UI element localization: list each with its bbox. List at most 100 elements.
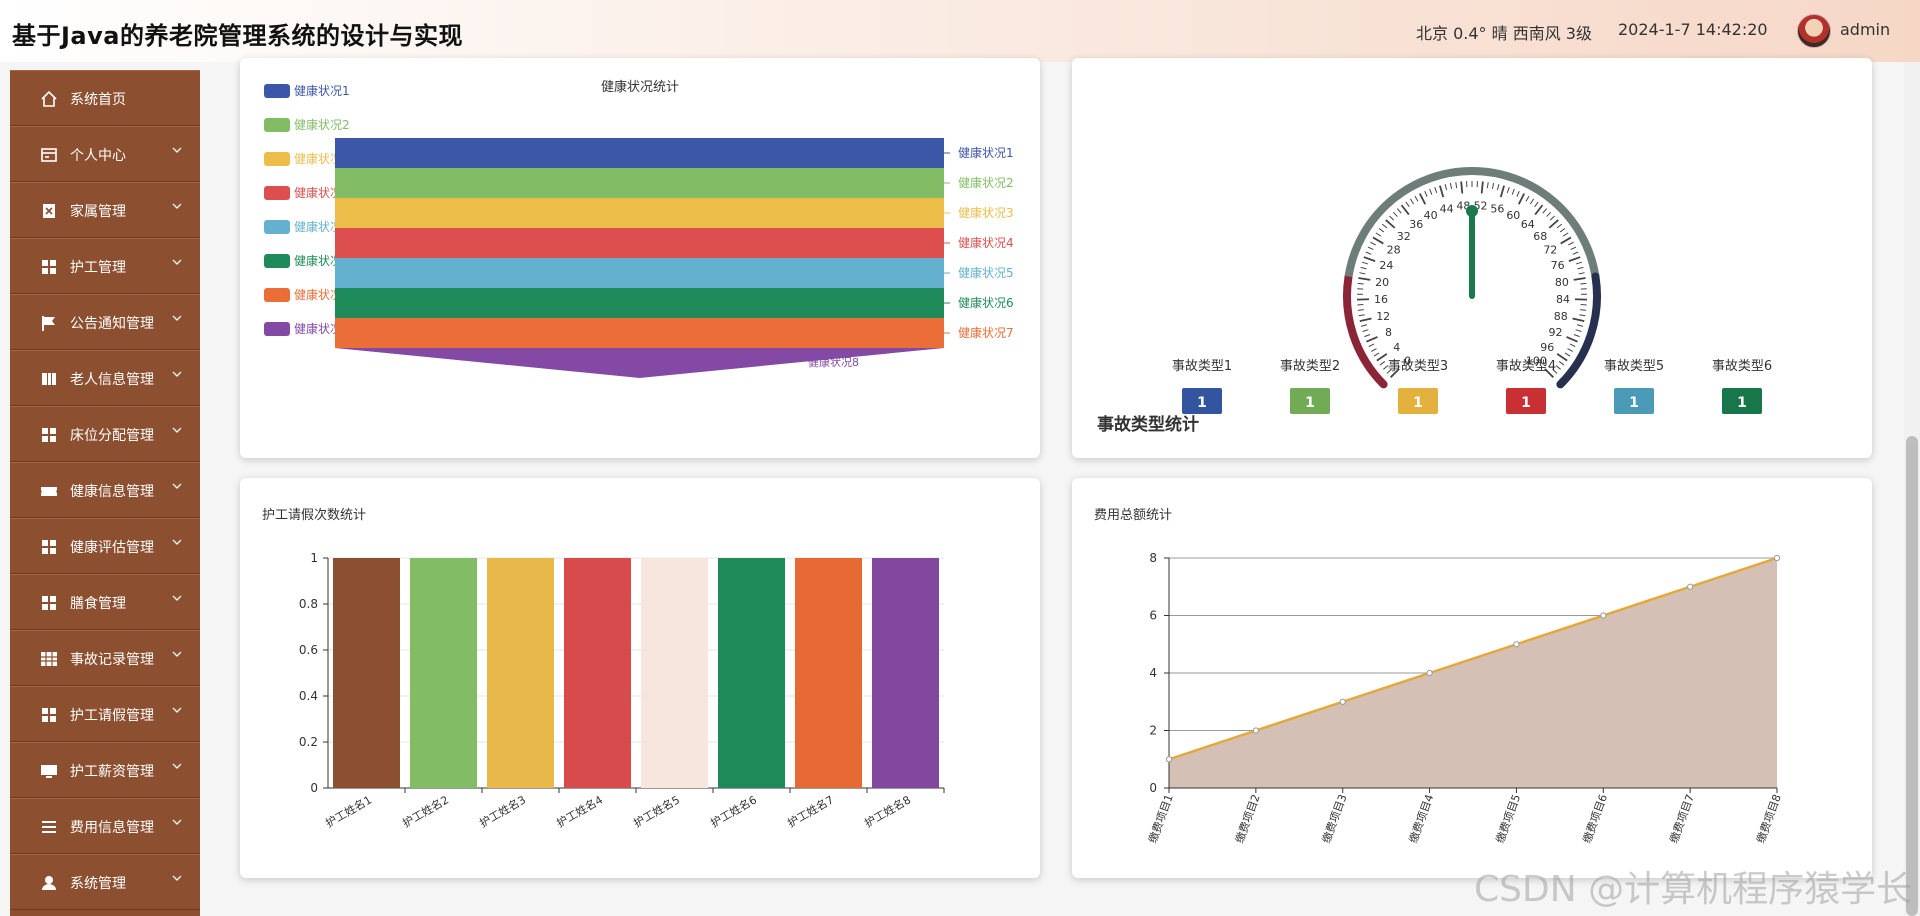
list-icon (40, 818, 57, 835)
data-point[interactable] (1773, 554, 1781, 562)
funnel-segment[interactable] (335, 288, 944, 318)
monitor-icon (40, 762, 57, 779)
bar[interactable] (795, 558, 862, 788)
gauge-tick (1396, 208, 1402, 214)
bar[interactable] (487, 558, 554, 788)
accident-type-label: 事故类型5 (1604, 359, 1664, 374)
sidebar-item-8[interactable]: 健康信息管理 (10, 462, 200, 518)
sidebar-item-label: 家属管理 (70, 204, 126, 220)
funnel-segment[interactable] (335, 198, 944, 228)
gauge-tick (1361, 261, 1368, 265)
funnel-label: 健康状况4 (958, 235, 1014, 250)
sidebar-item-label: 费用信息管理 (70, 820, 154, 836)
funnel-segment[interactable] (335, 348, 944, 378)
gauge-tick (1480, 181, 1484, 194)
grid-icon (40, 426, 57, 443)
sidebar-item-11[interactable]: 事故记录管理 (10, 630, 200, 686)
accident-type-label: 事故类型2 (1280, 359, 1340, 374)
accident-type-value: 1 (1629, 395, 1639, 411)
data-point[interactable] (1165, 756, 1173, 763)
x-tick-label: 缴费项目4 (1406, 792, 1437, 845)
sidebar-item-4[interactable]: 护工管理 (10, 238, 200, 294)
funnel-segment[interactable] (335, 228, 944, 258)
data-point[interactable] (1339, 698, 1346, 705)
gauge-tick (1580, 309, 1587, 311)
data-point[interactable] (1600, 612, 1607, 619)
y-tick-label: 0.8 (299, 597, 318, 611)
funnel-segment[interactable] (335, 258, 944, 288)
sidebar-item-12[interactable]: 护工请假管理 (10, 686, 200, 742)
avatar[interactable] (1797, 14, 1831, 48)
chevron-down-icon (172, 647, 182, 657)
bar[interactable] (872, 558, 939, 788)
sidebar-item-7[interactable]: 床位分配管理 (10, 406, 200, 462)
gauge-tick-label: 72 (1543, 244, 1557, 257)
legend-swatch[interactable] (264, 220, 290, 234)
gauge-tick-label: 76 (1551, 259, 1565, 272)
accident-type-value: 1 (1413, 395, 1423, 411)
y-tick-label: 2 (1149, 724, 1157, 738)
data-point[interactable] (1513, 641, 1520, 648)
data-point[interactable] (1426, 669, 1433, 677)
sidebar-item-2[interactable]: 个人中心 (10, 126, 200, 182)
gauge-tick (1559, 228, 1566, 233)
sidebar-item-9[interactable]: 健康评估管理 (10, 518, 200, 574)
bar[interactable] (718, 558, 785, 788)
accident-type-label: 事故类型6 (1712, 359, 1772, 374)
legend-label[interactable]: 健康状况1 (294, 83, 350, 98)
y-tick-label: 0.6 (299, 643, 318, 657)
x-tick-label: 缴费项目5 (1493, 792, 1524, 845)
sidebar-item-10[interactable]: 膳食管理 (10, 574, 200, 630)
data-point[interactable] (1252, 727, 1259, 734)
gauge-pointer-tip (1466, 205, 1478, 217)
sidebar-item-15[interactable]: 系统管理 (10, 854, 200, 910)
sidebar-item-13[interactable]: 护工薪资管理 (10, 742, 200, 798)
accident-type-card: 0 4 8 12 16 20 24 28 32 36 40 44 48 52 56 60 64 68 72 76 80 8… (1072, 58, 1872, 458)
gauge-tick (1499, 185, 1505, 198)
gauge-tick (1578, 272, 1585, 275)
y-tick-label: 8 (1149, 551, 1157, 565)
funnel-segment[interactable] (335, 138, 944, 168)
legend-label[interactable]: 健康状况2 (294, 117, 350, 132)
gauge-tick (1542, 208, 1548, 214)
gauge-tick (1562, 232, 1569, 237)
bar[interactable] (410, 558, 477, 788)
funnel-label: 健康状况6 (958, 295, 1014, 310)
legend-swatch[interactable] (264, 152, 290, 166)
sidebar-item-14[interactable]: 费用信息管理 (10, 798, 200, 854)
username[interactable]: admin (1840, 20, 1891, 39)
ticket-icon (40, 482, 57, 499)
scrollbar-thumb[interactable] (1906, 436, 1918, 916)
sidebar-menu: 系统首页 个人中心家属管理护工管理 公告通知管理 老人信息管理床位分配管理健康信息管理… (10, 70, 200, 916)
bar[interactable] (641, 558, 708, 788)
bar[interactable] (564, 558, 631, 788)
gauge-tick (1357, 309, 1364, 311)
gauge-tick (1506, 187, 1510, 194)
sidebar-item-3[interactable]: 家属管理 (10, 182, 200, 238)
x-tick-label: 缴费项目6 (1580, 792, 1611, 845)
chevron-down-icon (172, 367, 182, 377)
x-tick-label: 缴费项目7 (1666, 792, 1697, 845)
x-tick-label: 护工姓名3 (477, 792, 528, 830)
legend-swatch[interactable] (264, 84, 290, 98)
legend-swatch[interactable] (264, 186, 290, 200)
sidebar-item-label: 床位分配管理 (70, 428, 154, 444)
legend-swatch[interactable] (264, 322, 290, 336)
legend-swatch[interactable] (264, 118, 290, 132)
sidebar-item-6[interactable]: 老人信息管理 (10, 350, 200, 406)
chevron-down-icon (172, 479, 182, 489)
bar[interactable] (333, 558, 400, 788)
chevron-down-icon (172, 591, 182, 601)
legend-swatch[interactable] (264, 288, 290, 302)
legend-swatch[interactable] (264, 254, 290, 268)
gauge-tick-label: 4 (1393, 341, 1400, 354)
funnel-segment[interactable] (335, 318, 944, 348)
sidebar-item-5[interactable]: 公告通知管理 (10, 294, 200, 350)
gauge-tick-label: 8 (1385, 326, 1392, 339)
sidebar-item-1[interactable]: 系统首页 (10, 70, 200, 126)
data-point[interactable] (1687, 583, 1694, 590)
funnel-segment[interactable] (335, 168, 944, 198)
home-icon (40, 90, 57, 107)
accident-type-value-box (1182, 388, 1222, 414)
